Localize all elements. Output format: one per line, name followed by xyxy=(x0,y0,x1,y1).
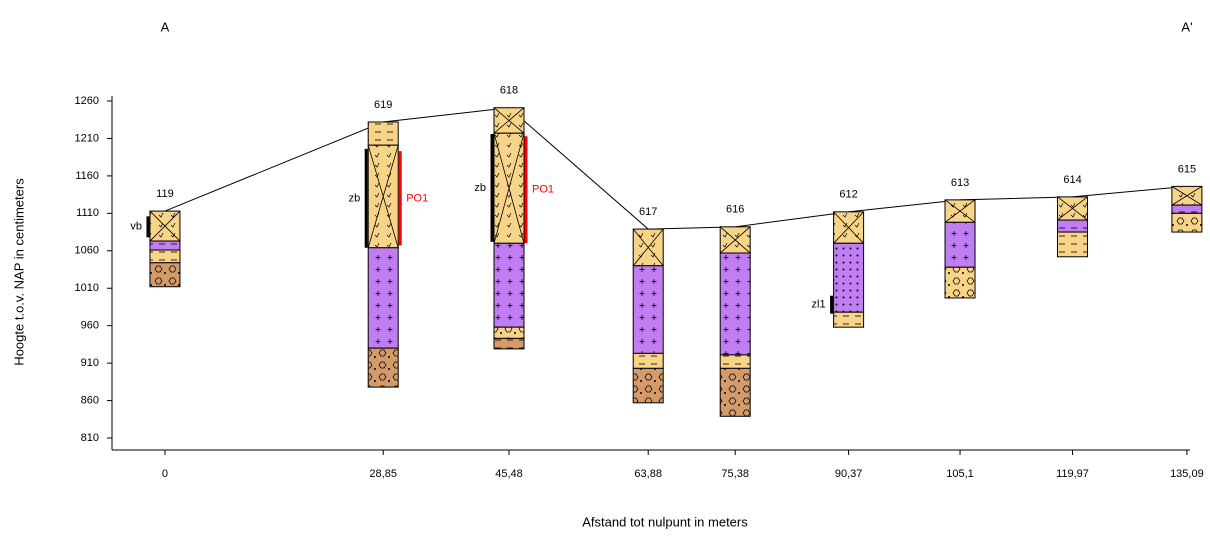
x-tick-label: 75,38 xyxy=(721,468,749,480)
x-axis-title: Afstand tot nulpunt in meters xyxy=(582,514,748,529)
borehole-label: 614 xyxy=(1063,174,1081,186)
annotation-label: zb xyxy=(474,182,486,194)
y-tick-label: 1110 xyxy=(76,207,99,219)
layer-pattern xyxy=(1171,205,1202,214)
annotation-label: vb xyxy=(130,221,142,233)
layer-pattern xyxy=(368,121,399,146)
layer-cross xyxy=(944,199,976,223)
layer-cross xyxy=(493,133,525,244)
layer-cross xyxy=(149,210,181,242)
x-tick-label: 63,88 xyxy=(634,468,662,480)
layer-pattern xyxy=(833,243,864,313)
x-tick-label: 90,37 xyxy=(835,468,863,480)
x-tick-label: 105,1 xyxy=(946,468,974,480)
layer-pattern xyxy=(633,368,664,403)
layer-cross xyxy=(719,226,751,254)
x-tick-label: 135,09 xyxy=(1170,468,1204,480)
layer-pattern xyxy=(833,312,864,328)
layer-pattern xyxy=(494,327,525,339)
layer-pattern xyxy=(1171,213,1202,233)
x-tick-label: 45,48 xyxy=(495,468,523,480)
layer-pattern xyxy=(945,222,976,268)
borehole-label: 619 xyxy=(374,99,392,111)
borehole-label: 612 xyxy=(839,189,857,201)
layer-pattern xyxy=(720,253,751,355)
y-tick-label: 860 xyxy=(81,394,99,406)
borehole-label: 615 xyxy=(1178,163,1196,175)
y-tick-label: 910 xyxy=(81,357,99,369)
layer-pattern xyxy=(149,250,180,263)
layer-cross xyxy=(833,211,864,244)
section-start-label: A xyxy=(161,19,170,34)
layer-pattern xyxy=(720,368,751,417)
y-tick-label: 1260 xyxy=(75,95,99,107)
layer-cross xyxy=(1057,196,1088,221)
layer-pattern xyxy=(1057,232,1088,257)
layer-pattern xyxy=(368,247,399,349)
x-tick-label: 0 xyxy=(162,468,168,480)
x-tick-label: 28,85 xyxy=(369,468,397,480)
layer-pattern xyxy=(633,265,664,354)
annotation-label: zl1 xyxy=(812,299,826,311)
surface-line xyxy=(164,107,1187,230)
annotation-label: zb xyxy=(349,192,361,204)
y-tick-label: 960 xyxy=(81,320,99,332)
layer-pattern xyxy=(945,267,976,298)
layer-cross xyxy=(1171,186,1203,206)
layer-cross xyxy=(632,228,664,267)
borehole-label: 119 xyxy=(156,188,174,200)
borehole-label: 616 xyxy=(726,204,744,216)
layer-pattern xyxy=(720,354,751,369)
borehole-label: 617 xyxy=(639,206,657,218)
layer-pattern xyxy=(494,338,525,349)
y-axis-title: Hoogte t.o.v. NAP in centimeters xyxy=(11,178,26,366)
y-tick-label: 1210 xyxy=(75,132,99,144)
section-end-label: A' xyxy=(1181,19,1192,34)
layer-pattern xyxy=(633,353,664,369)
y-tick-label: 1010 xyxy=(75,282,99,294)
layer-pattern xyxy=(149,262,180,287)
annotation-label: PO1 xyxy=(406,192,428,204)
y-tick-label: 810 xyxy=(81,432,99,444)
layer-pattern xyxy=(149,241,180,251)
layer-cross xyxy=(367,145,399,248)
annotation-label: PO1 xyxy=(532,184,554,196)
layer-cross xyxy=(493,107,525,134)
borehole-label: 613 xyxy=(951,177,969,189)
y-tick-label: 1160 xyxy=(75,170,99,182)
layer-pattern xyxy=(1057,220,1088,233)
x-tick-label: 119,97 xyxy=(1056,468,1089,480)
y-tick-label: 1060 xyxy=(75,245,99,257)
layer-pattern xyxy=(494,243,525,328)
layer-pattern xyxy=(368,348,399,388)
borehole-label: 618 xyxy=(500,85,518,97)
